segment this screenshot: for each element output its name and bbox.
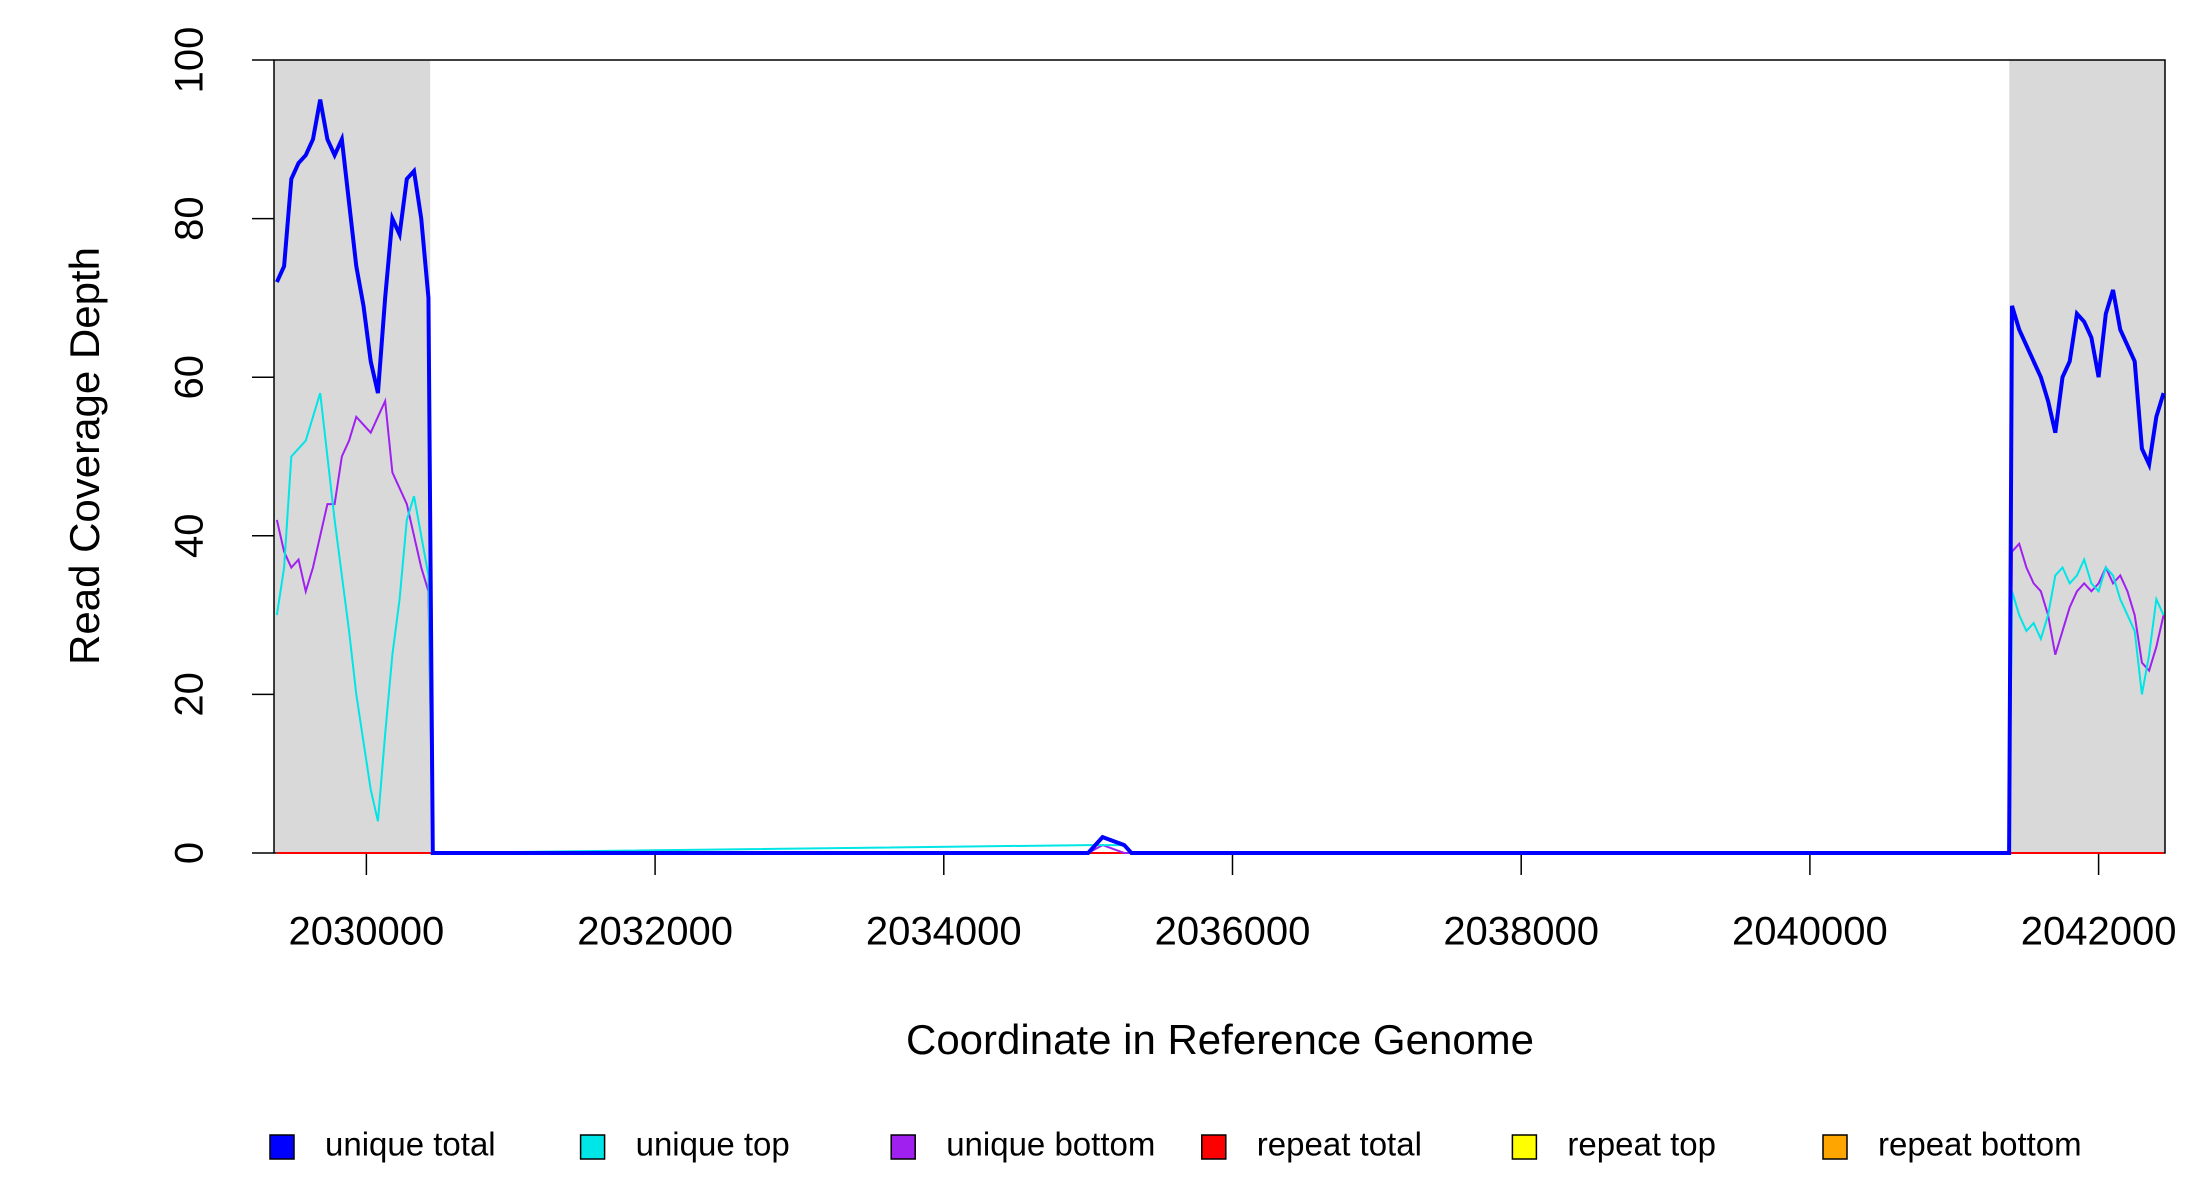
x-tick-label: 2034000 (866, 910, 1022, 954)
legend-swatch (579, 1134, 606, 1160)
legend-label: unique top (636, 1126, 790, 1163)
legend-swatch (1511, 1134, 1538, 1160)
legend-swatch (890, 1134, 916, 1160)
y-tick-label: 80 (168, 196, 212, 241)
legend-label: repeat top (1567, 1126, 1716, 1163)
legend-swatch (269, 1134, 295, 1160)
y-tick-label: 100 (168, 27, 212, 94)
legend-label: unique bottom (946, 1126, 1155, 1163)
x-tick-label: 2040000 (1732, 910, 1888, 954)
y-tick-label: 40 (168, 514, 212, 559)
x-tick-label: 2038000 (1443, 910, 1599, 954)
x-axis-title: Coordinate in Reference Genome (906, 1016, 1534, 1063)
legend-label: repeat total (1257, 1126, 1422, 1163)
x-tick-label: 2042000 (2021, 910, 2177, 954)
legend-swatch (1822, 1134, 1848, 1160)
legend-swatch (1201, 1134, 1227, 1160)
series-line (275, 392, 2165, 855)
x-tick-label: 2036000 (1155, 910, 1311, 954)
x-tick-label: 2032000 (577, 910, 733, 954)
y-axis-title: Read Coverage Depth (61, 247, 108, 665)
y-tick-label: 60 (168, 355, 212, 400)
series-line (275, 397, 2165, 854)
series-line (275, 99, 2166, 855)
plot-frame (273, 59, 2166, 854)
y-tick-label: 0 (168, 842, 212, 864)
legend-label: unique total (325, 1126, 496, 1163)
y-tick-label: 20 (168, 672, 212, 717)
legend-label: repeat bottom (1878, 1126, 2082, 1163)
x-tick-label: 2030000 (289, 910, 445, 954)
highlight-region (2009, 60, 2165, 853)
